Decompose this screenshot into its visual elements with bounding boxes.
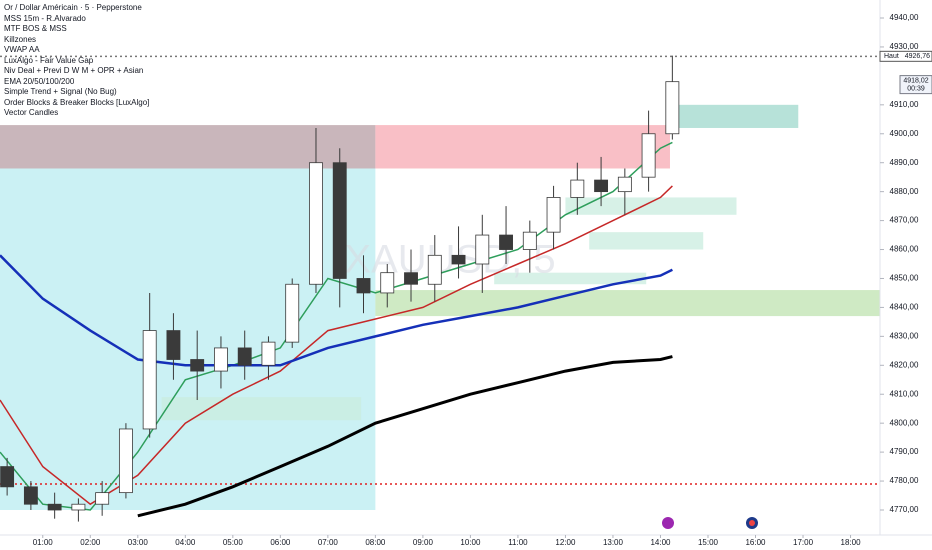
chart-title: Or / Dollar Américain · 5 · Pepperstone — [4, 3, 142, 12]
zone — [161, 397, 362, 421]
candle-body — [214, 347, 228, 372]
candle-body — [475, 234, 490, 265]
y-tick-label: 4880,00 — [890, 187, 919, 196]
indicator-name[interactable]: VWAP AA — [4, 45, 40, 54]
y-tick-label: 4840,00 — [890, 303, 919, 312]
y-tick-label: 4940,00 — [890, 13, 919, 22]
ema-line — [0, 141, 673, 511]
zone — [375, 290, 880, 317]
x-tick-label: 02:00 — [80, 538, 101, 547]
x-tick-label: 18:00 — [841, 538, 862, 547]
candle-body — [190, 359, 205, 372]
candle-body — [451, 254, 466, 265]
watermark: XAUUSD, 5 — [344, 238, 555, 282]
indicator-name[interactable]: Niv Deal + Previ D W M + OPR + Asian — [4, 66, 144, 75]
candle-body — [142, 330, 157, 430]
x-tick-label: 13:00 — [603, 538, 624, 547]
candle-body — [594, 179, 609, 193]
candle-body — [665, 81, 680, 135]
y-tick-label: 4850,00 — [890, 274, 919, 283]
candle-body — [427, 254, 442, 285]
candle-body — [23, 486, 38, 505]
candle-body — [237, 347, 252, 366]
last-price-value: 4918,02 — [903, 77, 928, 84]
candle-body — [522, 231, 537, 250]
zone — [565, 197, 737, 215]
x-tick-label: 04:00 — [175, 538, 196, 547]
y-tick-label: 4780,00 — [890, 476, 919, 485]
countdown: 00:39 — [907, 85, 925, 92]
candle-body — [71, 503, 86, 511]
last-price-box — [899, 75, 932, 95]
y-tick-label: 4860,00 — [890, 245, 919, 254]
high-label-name: Haut — [884, 53, 899, 60]
legend: Or / Dollar Américain · 5 · Pepperstone … — [4, 3, 149, 119]
candle-body — [356, 278, 371, 294]
y-tick-label: 4800,00 — [890, 418, 919, 427]
x-tick-label: 06:00 — [270, 538, 291, 547]
candle-body — [309, 162, 323, 285]
y-tick-label: 4900,00 — [890, 129, 919, 138]
ema-line — [0, 254, 673, 367]
x-tick-label: 12:00 — [555, 538, 576, 547]
x-tick-label: 09:00 — [413, 538, 434, 547]
y-tick-label: 4790,00 — [890, 447, 919, 456]
candle-body — [332, 162, 347, 279]
y-tick-label: 4930,00 — [890, 42, 919, 51]
indicator-name[interactable]: MTF BOS & MSS — [4, 24, 67, 33]
indicator-name[interactable]: LuxAlgo - Fair Value Gap — [4, 55, 94, 65]
y-tick-label: 4830,00 — [890, 331, 919, 340]
candle-body — [570, 179, 585, 198]
x-tick-label: 10:00 — [460, 538, 481, 547]
candle-body — [641, 133, 656, 178]
indicator-name[interactable]: Killzones — [4, 34, 37, 44]
candle-body — [380, 272, 395, 294]
y-tick-label: 4810,00 — [890, 389, 919, 398]
x-tick-label: 11:00 — [508, 538, 528, 547]
candle-body — [404, 272, 418, 285]
candle-body — [95, 492, 110, 505]
candle-body — [166, 330, 181, 360]
x-tick-label: 01:00 — [33, 538, 54, 547]
x-tick-label: 08:00 — [365, 538, 386, 547]
y-tick-label: 4910,00 — [890, 100, 919, 109]
indicator-name[interactable]: EMA 20/50/100/200 — [4, 76, 75, 86]
ema-line — [137, 355, 673, 518]
indicator-name[interactable]: MSS 15m - R.Alvarado — [4, 13, 86, 23]
y-tick-label: 4820,00 — [890, 360, 919, 369]
candle-body — [285, 283, 300, 343]
x-tick-label: 14:00 — [650, 538, 671, 547]
x-tick-label: 07:00 — [318, 538, 339, 547]
x-tick-label: 15:00 — [698, 538, 719, 547]
ema-line — [0, 185, 673, 506]
zone — [669, 104, 799, 128]
candle-body — [0, 466, 15, 488]
x-tick-label: 03:00 — [128, 538, 149, 547]
candle-body — [261, 341, 276, 366]
indicator-name[interactable]: Simple Trend + Signal (No Bug) — [4, 87, 117, 96]
candle-body — [47, 503, 62, 511]
zone — [375, 125, 670, 169]
x-tick-label: 17:00 — [793, 538, 814, 547]
event-icon — [749, 520, 755, 526]
y-tick-label: 4890,00 — [890, 158, 919, 167]
zone — [0, 125, 376, 169]
candle-body — [499, 234, 513, 250]
indicator-name[interactable]: Vector Candles — [4, 108, 59, 117]
candle-body — [546, 197, 561, 233]
high-label-value: 4926,76 — [905, 53, 930, 60]
y-tick-label: 4870,00 — [890, 216, 919, 225]
high-label-box — [879, 50, 932, 62]
zone — [494, 272, 647, 285]
event-icon[interactable] — [662, 517, 674, 529]
x-tick-label: 05:00 — [223, 538, 244, 547]
y-tick-label: 4770,00 — [890, 505, 919, 514]
indicator-name[interactable]: Order Blocks & Breaker Blocks [LuxAlgo] — [4, 97, 150, 107]
candle-body — [118, 428, 133, 494]
x-tick-label: 16:00 — [745, 538, 766, 547]
candle-body — [617, 176, 632, 193]
zone — [589, 232, 704, 250]
